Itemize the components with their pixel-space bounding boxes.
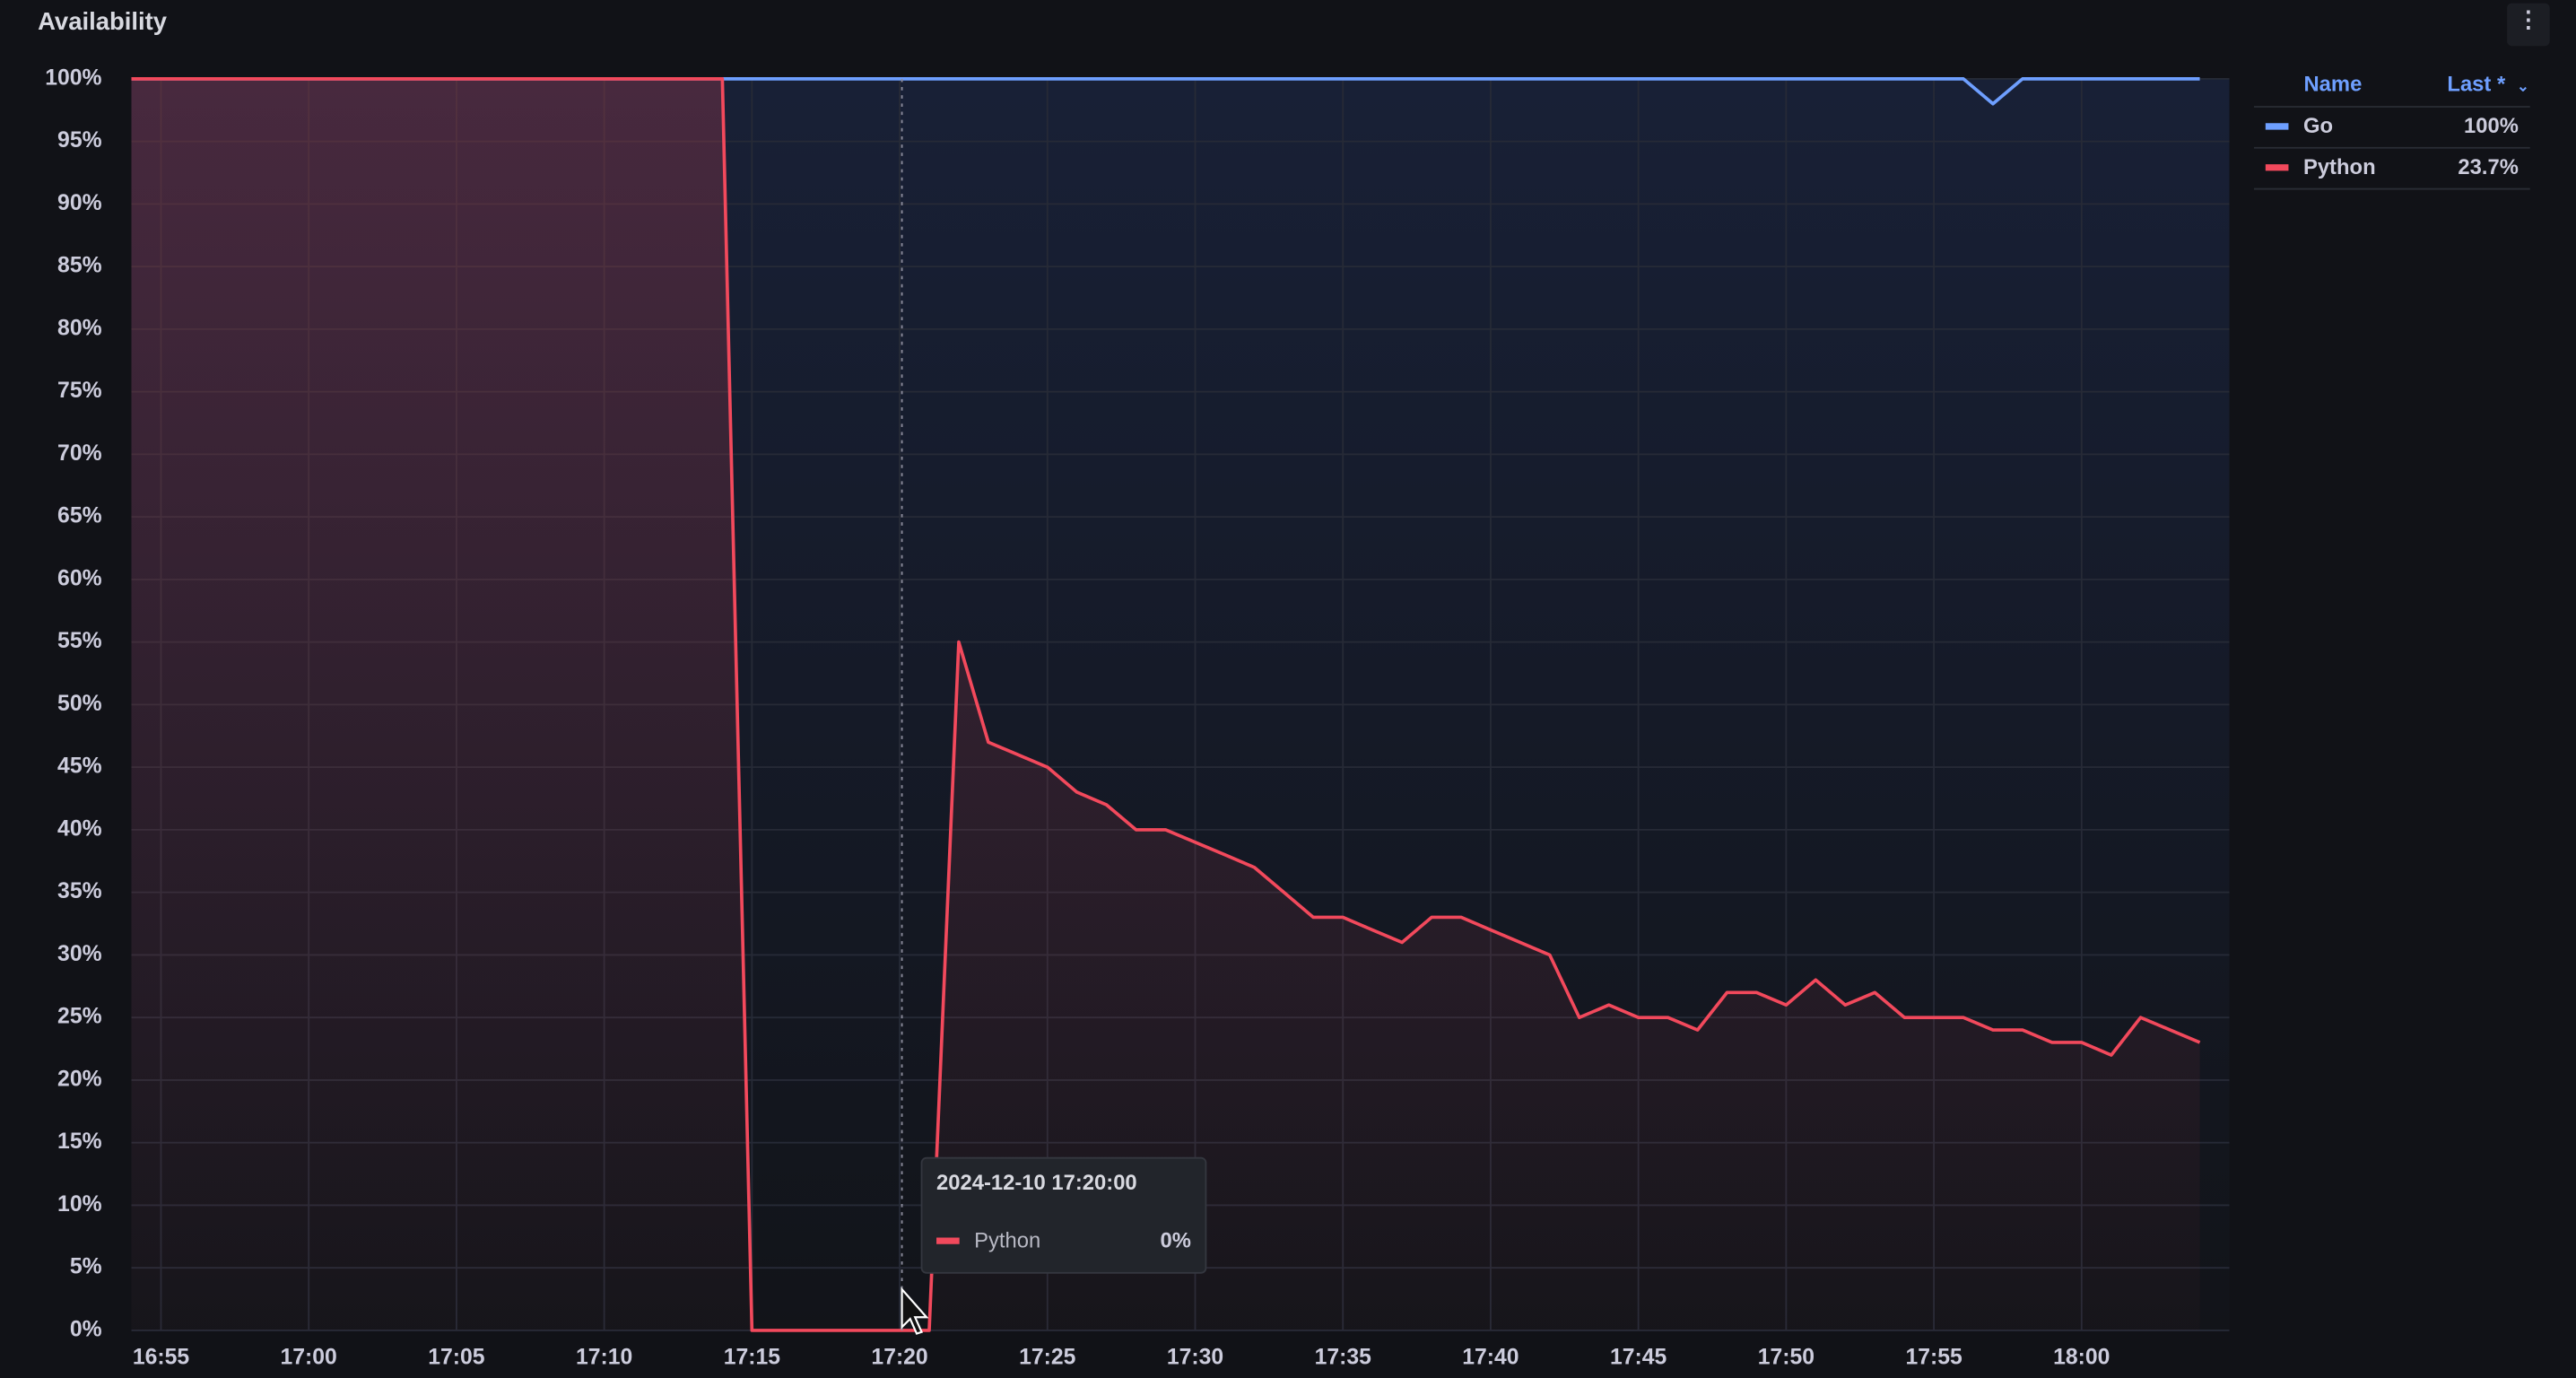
tooltip: 2024-12-10 17:20:00 Python 0% — [920, 1156, 1207, 1274]
x-tick-label: 17:55 — [1905, 1346, 1962, 1370]
legend-label[interactable]: Go — [2303, 114, 2333, 138]
menu-icon[interactable]: ⋮ — [2517, 8, 2540, 33]
y-tick-label: 95% — [57, 128, 102, 153]
x-tick-label: 16:55 — [133, 1346, 189, 1370]
panel-title: Availability — [38, 7, 168, 35]
tooltip-box — [920, 1156, 1207, 1274]
y-tick-label: 90% — [57, 191, 102, 215]
y-tick-label: 85% — [57, 254, 102, 278]
x-tick-label: 17:05 — [428, 1346, 484, 1370]
y-tick-label: 80% — [57, 316, 102, 340]
y-tick-label: 60% — [57, 566, 102, 590]
x-tick-label: 18:00 — [2053, 1346, 2110, 1370]
x-tick-label: 17:45 — [1610, 1346, 1667, 1370]
y-tick-label: 100% — [45, 65, 101, 90]
sort-icon[interactable]: ⌄ — [2517, 78, 2529, 94]
y-tick-label: 25% — [57, 1005, 102, 1029]
y-tick-label: 35% — [57, 879, 102, 903]
y-tick-label: 20% — [57, 1067, 102, 1091]
x-tick-label: 17:00 — [281, 1346, 337, 1370]
y-tick-label: 40% — [57, 816, 102, 841]
x-tick-label: 17:20 — [871, 1346, 927, 1370]
y-tick-label: 50% — [57, 692, 102, 716]
y-tick-label: 15% — [57, 1129, 102, 1154]
y-tick-label: 70% — [57, 441, 102, 466]
y-tick-label: 75% — [57, 379, 102, 403]
legend: Name Last * ⌄ Go 100% Python 23.7% — [2254, 72, 2530, 190]
legend-value: 23.7% — [2458, 155, 2519, 179]
x-tick-label: 17:50 — [1758, 1346, 1815, 1370]
legend-label[interactable]: Python — [2303, 155, 2376, 179]
legend-header[interactable]: Last * — [2447, 72, 2506, 96]
legend-header[interactable]: Name — [2303, 72, 2362, 96]
y-tick-label: 0% — [70, 1317, 102, 1341]
x-tick-label: 17:30 — [1167, 1346, 1223, 1370]
series-line — [131, 77, 2201, 1332]
cursor — [901, 1286, 929, 1335]
tooltip-time: 2024-12-10 17:20:00 — [936, 1171, 1137, 1195]
x-tick-label: 17:10 — [576, 1346, 632, 1370]
x-tick-label: 17:35 — [1315, 1346, 1371, 1370]
x-tick-label: 17:40 — [1462, 1346, 1519, 1370]
x-tick-label: 17:15 — [724, 1346, 780, 1370]
y-tick-label: 45% — [57, 754, 102, 779]
y-tick-label: 10% — [57, 1192, 102, 1217]
y-tick-label: 55% — [57, 629, 102, 653]
menu-button[interactable] — [2507, 3, 2550, 47]
x-tick-label: 17:25 — [1019, 1346, 1075, 1370]
tooltip-series: Python — [974, 1228, 1040, 1252]
y-tick-label: 5% — [70, 1255, 102, 1279]
series-layer — [131, 77, 2201, 1332]
y-tick-label: 30% — [57, 942, 102, 966]
legend-value: 100% — [2464, 114, 2519, 138]
y-tick-label: 65% — [57, 504, 102, 528]
tooltip-value: 0% — [1161, 1228, 1191, 1252]
area — [131, 78, 2200, 1330]
